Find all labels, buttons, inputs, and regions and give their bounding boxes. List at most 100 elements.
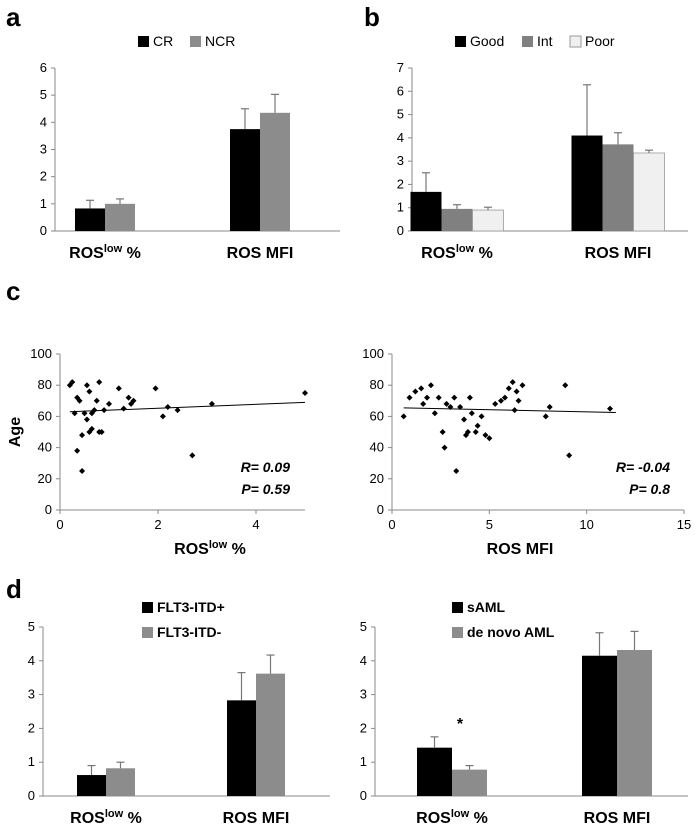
legend-label: sAML (467, 599, 506, 615)
panel-letter-b: b (364, 2, 380, 32)
data-point (91, 407, 98, 414)
data-point (93, 397, 100, 404)
category-label: ROS MFI (584, 810, 651, 827)
category-label: ROS MFI (223, 810, 290, 827)
data-point (125, 394, 132, 401)
y-tick-label: 1 (28, 754, 35, 769)
data-point (424, 394, 431, 401)
y-tick-label: 20 (38, 471, 52, 486)
x-tick-label: 4 (252, 517, 259, 532)
data-point (74, 447, 81, 454)
chart-d2: 0 1 2 3 4 5 ROSlow % ROS MFI sAML de novo AML * (360, 599, 688, 827)
y-tick-label: 3 (40, 142, 47, 157)
bar-de novo AML-1 (617, 649, 652, 796)
data-point (174, 407, 181, 414)
data-point (607, 405, 614, 412)
bar-Int-0 (441, 208, 473, 231)
y-tick-label: 2 (360, 720, 367, 735)
y-tick-label: 80 (38, 377, 52, 392)
y-tick-label: 4 (397, 130, 404, 145)
data-point (441, 444, 448, 451)
legend-label: FLT3-ITD+ (157, 599, 225, 615)
data-point (88, 425, 95, 432)
y-tick-label: 0 (45, 502, 52, 517)
data-point (546, 404, 553, 411)
data-point (472, 429, 479, 435)
bar-CR-1 (230, 129, 260, 231)
y-tick-label: 0 (377, 502, 384, 517)
data-point (120, 405, 127, 412)
x-tick-label: 2 (154, 517, 161, 532)
bar-FLT3-ITD+-1 (227, 700, 256, 796)
y-tick-label: 60 (38, 408, 52, 423)
legend-swatch (452, 627, 463, 638)
data-point (435, 394, 442, 401)
stat-p: P= 0.59 (241, 481, 290, 497)
x-axis-label: ROS MFI (487, 541, 554, 558)
bar-Poor-1 (633, 152, 665, 232)
bar-FLT3-ITD--0 (106, 768, 135, 796)
data-point (420, 400, 427, 407)
bar-Int-1 (602, 144, 634, 231)
data-point (130, 397, 137, 404)
chart-c2: 0 20 40 60 80 100 0 5 10 15 R= -0.04 P= 0.8 ROS MFI (362, 346, 691, 558)
y-tick-label: 4 (28, 653, 35, 668)
data-point (427, 382, 434, 389)
panel-letter-d: d (6, 574, 22, 604)
y-tick-label: 60 (370, 408, 384, 423)
bar-NCR-0 (105, 203, 135, 231)
y-tick-label: 1 (360, 754, 367, 769)
panel-letter-c: c (6, 276, 20, 306)
category-label: ROS MFI (585, 245, 652, 262)
data-point (474, 422, 481, 429)
y-tick-label: 20 (370, 471, 384, 486)
category-label: ROS MFI (227, 245, 294, 262)
x-tick-label: 0 (388, 517, 395, 532)
data-point (208, 400, 215, 407)
data-point (83, 382, 90, 389)
category-label: ROSlow % (421, 243, 493, 262)
x-tick-label: 15 (677, 517, 691, 532)
data-point (468, 410, 475, 417)
legend-swatch (190, 36, 201, 47)
y-tick-label: 80 (370, 377, 384, 392)
data-point (418, 385, 425, 392)
data-point (96, 379, 103, 386)
y-tick-label: 6 (40, 60, 47, 75)
bar-Good-0 (410, 191, 442, 231)
data-point (492, 400, 499, 407)
y-tick-label: 5 (397, 107, 404, 122)
legend-label: FLT3-ITD- (157, 624, 222, 640)
y-tick-label: 4 (40, 114, 47, 129)
legend-swatch (455, 36, 466, 47)
data-point (189, 452, 196, 459)
significance-star: * (457, 716, 464, 733)
legend-swatch (138, 36, 149, 47)
trend-line (69, 401, 306, 413)
bar-CR-0 (75, 208, 105, 231)
panel-letter-a: a (6, 2, 21, 32)
y-tick-label: 3 (28, 687, 35, 702)
data-point (501, 394, 508, 401)
data-point (498, 397, 505, 404)
data-point (562, 382, 569, 389)
data-point (79, 468, 86, 474)
y-tick-label: 5 (28, 619, 35, 634)
chart-c1: 0 20 40 60 80 100 0 2 4 R= 0.09 P= 0.59 ROSlow % Age (7, 346, 308, 558)
data-point (453, 468, 460, 474)
legend-swatch (142, 602, 153, 613)
data-point (478, 413, 485, 420)
y-tick-label: 1 (40, 196, 47, 211)
x-tick-label: 5 (486, 517, 493, 532)
bar-Good-1 (571, 135, 603, 231)
y-tick-label: 2 (28, 720, 35, 735)
legend-swatch (142, 627, 153, 638)
x-tick-label: 0 (56, 517, 63, 532)
data-point (83, 416, 90, 423)
x-tick-label: 10 (579, 517, 593, 532)
y-tick-label: 0 (397, 223, 404, 238)
chart-d1: 0 1 2 3 4 5 ROSlow % ROS MFI FLT3-ITD+ FLT3-ITD- (28, 599, 330, 827)
stat-p: P= 0.8 (629, 481, 670, 497)
legend-swatch (522, 36, 533, 47)
